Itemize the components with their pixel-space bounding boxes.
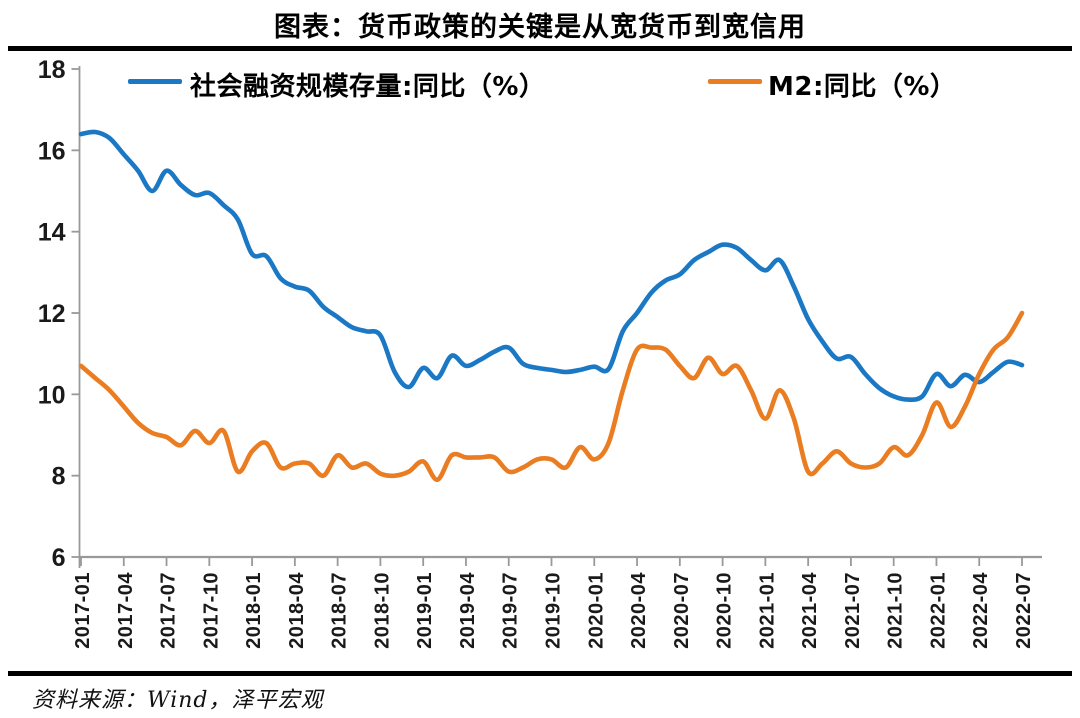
x-tick-label: 2019-04 bbox=[457, 572, 479, 649]
x-tick-label: 2019-07 bbox=[500, 572, 522, 649]
x-tick-label: 2018-01 bbox=[243, 572, 265, 649]
x-tick-label: 2018-07 bbox=[329, 572, 351, 649]
x-tick-label: 2022-01 bbox=[927, 572, 949, 649]
x-tick-label: 2017-10 bbox=[200, 572, 222, 649]
series-line-m2 bbox=[78, 310, 1025, 482]
x-tick-label: 2021-04 bbox=[799, 572, 821, 649]
y-tick-label: 12 bbox=[38, 300, 66, 328]
legend-swatch-sfs bbox=[128, 79, 182, 84]
x-tick-label: 2021-01 bbox=[756, 572, 778, 649]
x-tick-label: 2019-10 bbox=[543, 572, 565, 649]
x-tick-label: 2017-07 bbox=[158, 572, 180, 649]
x-tick-label: 2020-01 bbox=[585, 572, 607, 649]
source-note: 资料来源：Wind，泽平宏观 bbox=[32, 688, 324, 713]
legend-label-sfs: 社会融资规模存量:同比（%） bbox=[190, 72, 546, 102]
x-tick-label: 2018-10 bbox=[371, 572, 393, 649]
y-tick-label: 16 bbox=[38, 137, 66, 165]
legend-swatch-m2 bbox=[708, 79, 762, 84]
x-tick-label: 2022-07 bbox=[1013, 572, 1035, 649]
series-line-sfs bbox=[78, 129, 1025, 402]
y-tick-label: 14 bbox=[38, 219, 66, 247]
x-tick-label: 2017-01 bbox=[72, 572, 94, 649]
x-tick-label: 2017-04 bbox=[115, 572, 137, 649]
y-tick-label: 8 bbox=[52, 463, 66, 491]
legend-label-m2: M2:同比（%） bbox=[768, 72, 957, 102]
y-tick-label: 10 bbox=[38, 381, 66, 409]
x-tick-label: 2020-07 bbox=[671, 572, 693, 649]
top-divider bbox=[8, 46, 1072, 51]
x-tick-label: 2019-01 bbox=[414, 572, 436, 649]
x-tick-label: 2021-10 bbox=[885, 572, 907, 649]
chart-title: 图表：货币政策的关键是从宽货币到宽信用 bbox=[274, 12, 806, 43]
x-tick-label: 2018-04 bbox=[286, 572, 308, 649]
y-tick-label: 6 bbox=[52, 544, 66, 572]
x-tick-label: 2022-04 bbox=[970, 572, 992, 649]
x-tick-label: 2020-04 bbox=[628, 572, 650, 649]
bottom-divider bbox=[8, 671, 1072, 676]
x-tick-label: 2021-07 bbox=[842, 572, 864, 649]
x-tick-label: 2020-10 bbox=[714, 572, 736, 649]
y-tick-label: 18 bbox=[38, 56, 66, 84]
legend: 社会融资规模存量:同比（%） M2:同比（%） bbox=[0, 66, 1080, 102]
